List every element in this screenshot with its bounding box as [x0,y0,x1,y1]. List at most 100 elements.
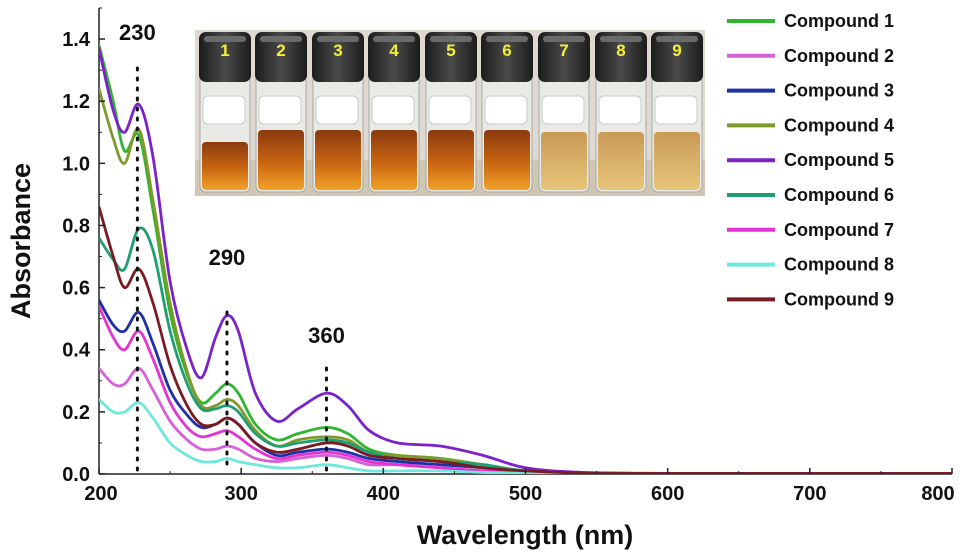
legend-label: Compound 7 [784,220,894,240]
series-layer [99,43,952,474]
vial-label [371,95,415,125]
peak-label-360: 360 [308,323,345,348]
vial-liquid [484,130,530,190]
vial-number-label: 7 [559,41,568,60]
y-tick-label: 0.2 [62,402,90,424]
vial-label [202,95,246,125]
x-tick-label: 800 [921,483,954,505]
vial-8: 8 [595,32,647,193]
y-axis: 0.0 0.2 0.4 0.6 0.8 1.0 1.2 1.4 [62,7,105,486]
x-tick-label: 700 [793,483,826,505]
vial-liquid [202,142,248,190]
y-tick-label: 0.8 [62,215,90,237]
vial-cap-rim [543,36,585,42]
peak-label-230: 230 [119,20,156,45]
vial-label [428,95,472,125]
vial-number-label: 4 [389,41,399,60]
y-tick-label: 0.6 [62,278,90,300]
vial-cap [425,32,477,82]
vial-7: 7 [538,32,590,193]
vial-liquid [371,130,417,190]
legend-label: Compound 5 [784,150,894,170]
legend-label: Compound 2 [784,46,894,66]
vial-cap-rim [486,36,528,42]
x-tick-label: 600 [651,483,684,505]
x-tick-label: 400 [367,483,400,505]
vial-cap-rim [260,36,302,42]
vial-cap [481,32,533,82]
vial-label [654,95,698,125]
x-axis: 200 300 400 500 600 700 800 [84,468,955,505]
legend-label: Compound 9 [784,289,894,309]
vial-liquid [598,132,644,190]
vial-9: 9 [651,32,703,193]
vial-liquid [258,130,304,190]
vial-number-label: 5 [446,41,455,60]
vial-6: 6 [481,32,533,193]
legend-item-compound-7: Compound 7 [727,220,894,240]
vial-2: 2 [255,32,307,193]
vial-cap-rim [317,36,359,42]
vial-cap [255,32,307,82]
legend-item-compound-8: Compound 8 [727,255,894,275]
y-axis-title: Absorbance [6,163,36,319]
vial-number-label: 6 [502,41,511,60]
legend-label: Compound 1 [784,11,894,31]
vial-liquid [428,130,474,190]
vial-cap [538,32,590,82]
legend-label: Compound 6 [784,185,894,205]
legend-item-compound-4: Compound 4 [727,115,894,135]
vial-cap [368,32,420,82]
x-tick-label: 500 [509,483,542,505]
legend-label: Compound 4 [784,115,894,135]
vial-number-label: 9 [672,41,681,60]
vial-cap-rim [373,36,415,42]
legend: Compound 1 Compound 2 Compound 3 Compound 4… [727,11,894,309]
legend-item-compound-1: Compound 1 [727,11,894,31]
legend-item-compound-3: Compound 3 [727,81,894,101]
legend-item-compound-6: Compound 6 [727,185,894,205]
y-tick-label: 0.0 [62,464,90,486]
vial-liquid [541,132,587,190]
legend-label: Compound 8 [784,255,894,275]
legend-item-compound-2: Compound 2 [727,46,894,66]
vial-cap-rim [430,36,472,42]
vial-label [541,95,585,125]
vial-liquid [315,130,361,190]
vial-number-label: 1 [220,41,229,60]
legend-item-compound-9: Compound 9 [727,289,894,309]
vial-1: 1 [199,32,251,193]
vial-3: 3 [312,32,364,193]
vial-cap [312,32,364,82]
vial-cap-rim [600,36,642,42]
vial-number-label: 3 [333,41,342,60]
y-tick-label: 1.0 [62,153,90,175]
x-tick-label: 200 [84,483,117,505]
series-line-compound-9 [99,205,952,474]
vial-label [315,95,359,125]
vial-cap [651,32,703,82]
vial-number-label: 2 [276,41,285,60]
vial-4: 4 [368,32,420,193]
peak-annotations: 230 290 360 [119,20,345,474]
peak-label-290: 290 [209,245,246,270]
x-axis-title: Wavelength (nm) [417,520,634,550]
vial-label [598,95,642,125]
legend-label: Compound 3 [784,81,894,101]
y-tick-label: 1.4 [62,29,91,51]
vial-cap [595,32,647,82]
x-tick-label: 300 [224,483,257,505]
vial-5: 5 [425,32,477,193]
vial-cap-rim [656,36,698,42]
vial-liquid [654,132,700,190]
legend-item-compound-5: Compound 5 [727,150,894,170]
vial-photo-inset: 1 2 3 4 5 6 7 8 9 [195,30,705,196]
y-tick-label: 1.2 [62,91,90,113]
vial-label [484,95,528,125]
vial-number-label: 8 [616,41,625,60]
y-tick-label: 0.4 [62,340,91,362]
vial-cap [199,32,251,82]
vial-label [258,95,302,125]
vial-cap-rim [204,36,246,42]
